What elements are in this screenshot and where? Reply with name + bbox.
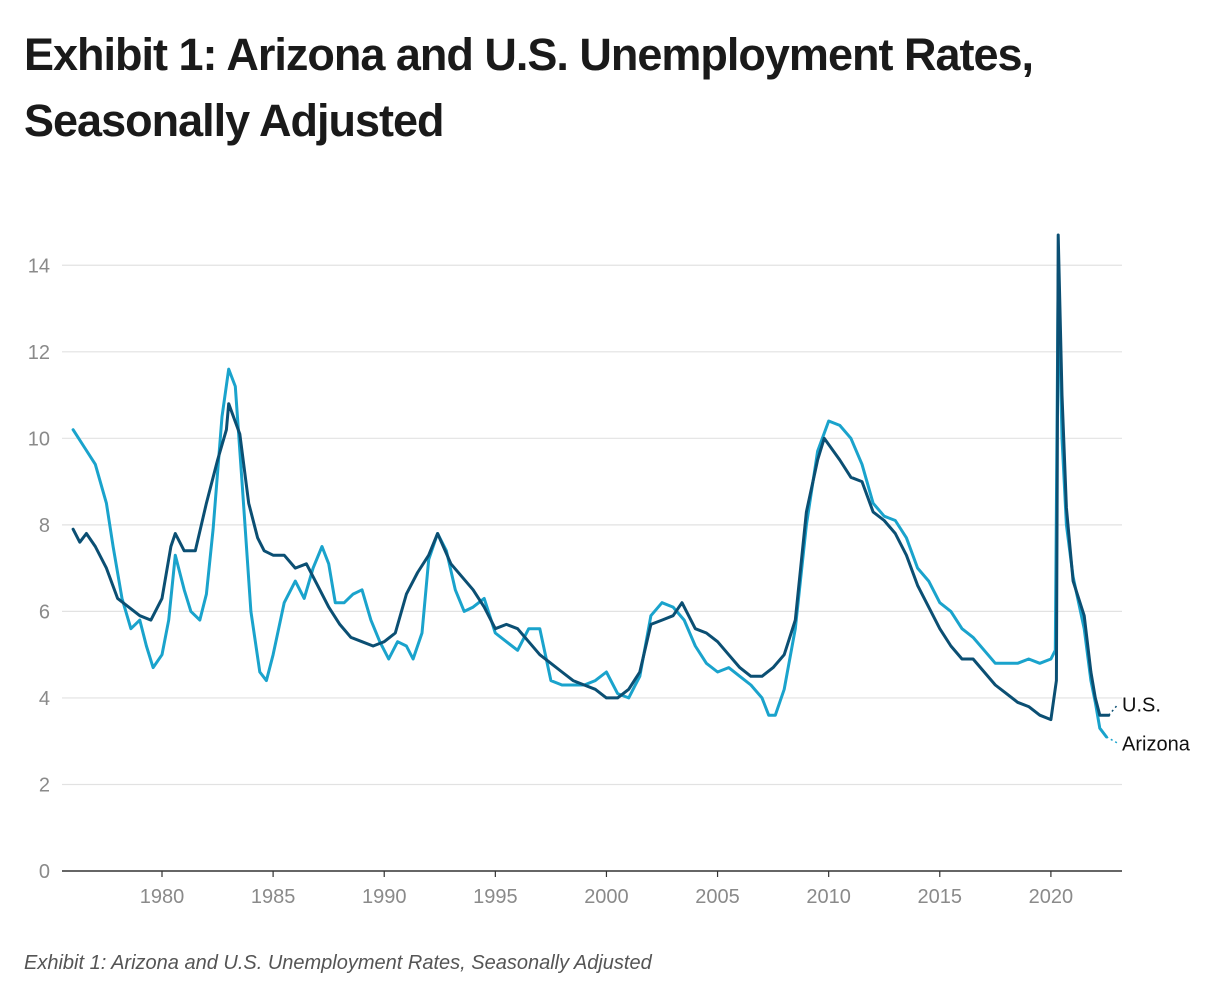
gridlines [62, 264, 1122, 877]
y-tick-label: 8 [39, 515, 50, 537]
y-tick-label: 14 [28, 255, 50, 277]
y-tick-label: 6 [39, 601, 50, 623]
chart-title: Exhibit 1: Arizona and U.S. Unemployment… [24, 29, 1034, 146]
x-tick-label: 1990 [362, 886, 407, 908]
x-tick-label: 2010 [806, 886, 851, 908]
end-label-leader [1108, 703, 1119, 716]
axis-labels: 0 2 4 6 8 10 12 14 1980 1985 1990 1995 2000 2005 2010 2… [28, 255, 1191, 908]
x-tick-label: 2000 [584, 886, 629, 908]
y-tick-label: 12 [28, 342, 50, 364]
x-tick-label: 1985 [251, 886, 296, 908]
end-label-leader [1106, 736, 1119, 745]
y-tick-label: 2 [39, 774, 50, 796]
x-tick-label: 1995 [473, 886, 518, 908]
end-label-arizona: Arizona [1122, 733, 1191, 755]
x-tick-label: 1980 [140, 886, 185, 908]
end-label-us: U.S. [1122, 694, 1161, 716]
x-tick-label: 2005 [695, 886, 740, 908]
series-lines [71, 233, 1111, 739]
series-line-us [71, 233, 1111, 722]
chart-caption: Exhibit 1: Arizona and U.S. Unemployment… [24, 952, 652, 974]
series-line-arizona [71, 272, 1108, 739]
y-tick-label: 4 [39, 688, 50, 710]
y-tick-label: 0 [39, 861, 50, 883]
x-tick-label: 2020 [1029, 886, 1074, 908]
y-tick-label: 10 [28, 428, 50, 450]
x-tick-label: 2015 [918, 886, 963, 908]
